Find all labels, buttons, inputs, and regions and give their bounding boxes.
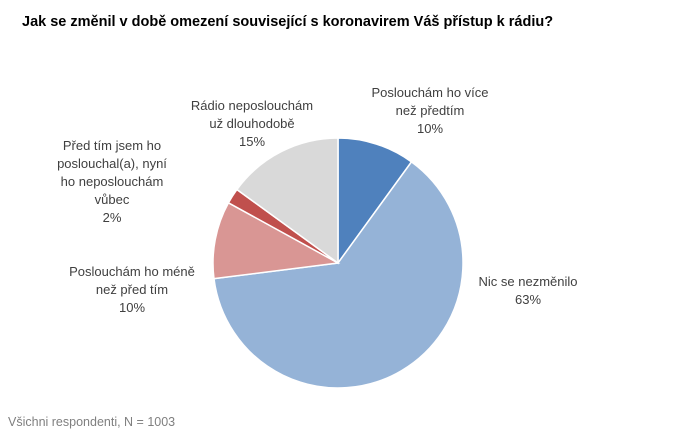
chart-title: Jak se změnil v době omezení související…: [22, 14, 554, 30]
footnote: Všichni respondenti, N = 1003: [8, 415, 176, 429]
slice-label-0: Poslouchám ho více než předtím 10%: [371, 85, 489, 136]
pie-slice-2: [212, 201, 341, 280]
pie-slice-1: [213, 160, 464, 389]
slice-label-4: Rádio neposlouchám už dlouhodobě 15%: [190, 98, 314, 149]
pie-slice-4: [235, 137, 339, 265]
pie-slice-0: [337, 137, 413, 266]
slice-label-2: Poslouchám ho méně než před tím 10%: [69, 264, 195, 315]
slice-label-3: Před tím jsem ho poslouchal(a), nyní ho …: [57, 138, 167, 225]
slice-label-1: Nic se nezměnilo 63%: [478, 274, 578, 307]
